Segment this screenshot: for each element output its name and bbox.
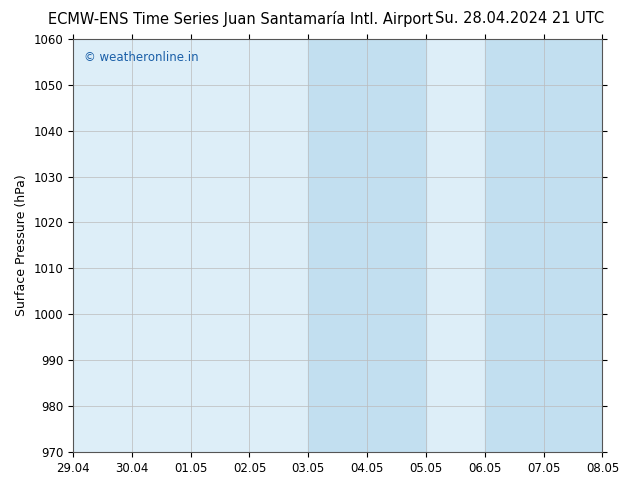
Text: Su. 28.04.2024 21 UTC: Su. 28.04.2024 21 UTC bbox=[436, 11, 604, 26]
Text: © weatheronline.in: © weatheronline.in bbox=[84, 51, 198, 64]
Y-axis label: Surface Pressure (hPa): Surface Pressure (hPa) bbox=[15, 174, 28, 317]
Text: ECMW-ENS Time Series Juan Santamaría Intl. Airport: ECMW-ENS Time Series Juan Santamaría Int… bbox=[48, 11, 434, 27]
Bar bbox=[367, 39, 426, 452]
Bar bbox=[543, 39, 602, 452]
Bar bbox=[485, 39, 543, 452]
Bar bbox=[308, 39, 367, 452]
